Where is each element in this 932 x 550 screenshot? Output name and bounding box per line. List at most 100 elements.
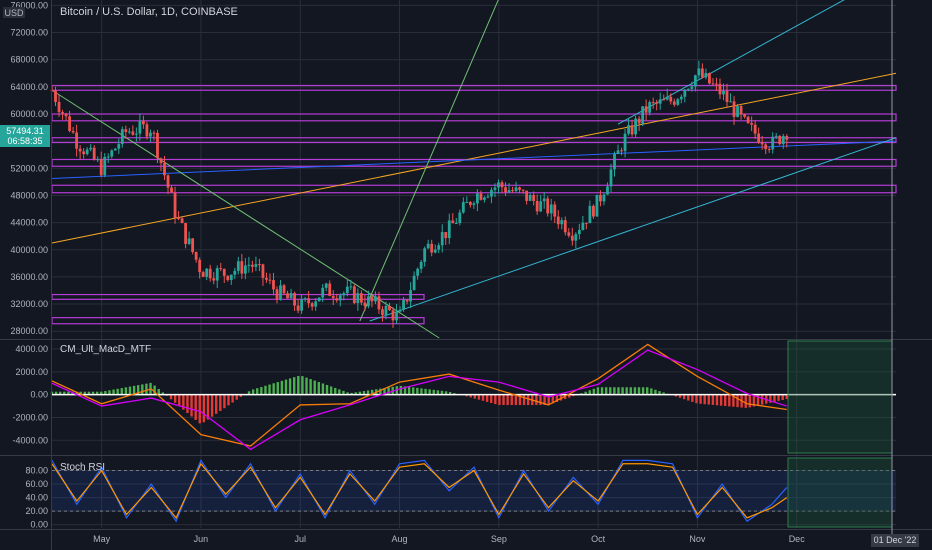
candle-body — [465, 202, 469, 204]
macd-histogram-bar — [247, 391, 251, 395]
macd-histogram-bar — [379, 388, 382, 395]
candle-body — [307, 298, 311, 304]
macd-histogram-bar — [342, 390, 345, 395]
macd-histogram-bar — [629, 387, 632, 395]
candle-body — [472, 203, 476, 205]
macd-histogram-bar — [641, 387, 645, 395]
price-y-tick-label: 52000.00 — [10, 163, 48, 173]
candle-body — [641, 106, 645, 124]
green-ascending-line — [359, 0, 499, 322]
macd-histogram-bar — [227, 394, 230, 406]
macd-histogram-bar — [370, 389, 374, 395]
macd-histogram-bar — [403, 386, 407, 395]
candle-body — [563, 220, 567, 233]
x-tick-label: Sep — [491, 534, 507, 544]
macd-histogram-bar — [744, 394, 747, 408]
macd-histogram-bar — [526, 394, 530, 406]
candle-body — [729, 101, 732, 103]
macd-histogram-bar — [83, 391, 87, 395]
currency-badge[interactable] — [3, 7, 25, 18]
macd-histogram-bar — [715, 394, 719, 406]
candle-body — [518, 187, 521, 190]
candle-body — [451, 220, 455, 224]
macd-histogram-bar — [732, 394, 735, 407]
candle-body — [535, 200, 539, 212]
macd-histogram-bar — [518, 394, 522, 406]
candle-body — [205, 268, 209, 277]
candle-body — [61, 112, 64, 114]
macd-histogram-bar — [424, 388, 427, 395]
candle-body — [592, 205, 595, 217]
macd-histogram-bar — [498, 394, 501, 406]
price-y-tick-label: 36000.00 — [10, 272, 48, 282]
candle-body — [184, 223, 187, 244]
candle-body — [486, 196, 490, 198]
candle-body — [289, 293, 293, 299]
price-badge-value: 57494.31 — [6, 126, 44, 136]
candle-body — [82, 151, 86, 155]
candle-body — [405, 299, 409, 302]
macd-histogram-bar — [617, 387, 620, 395]
macd-histogram-bar — [292, 377, 296, 395]
candle-body — [574, 234, 578, 241]
macd-histogram-bar — [502, 394, 505, 406]
candle-body — [180, 218, 184, 224]
candle-body — [444, 232, 448, 239]
macd-histogram-bar — [535, 394, 538, 406]
candle-body — [778, 135, 782, 145]
candle-body — [194, 252, 198, 260]
macd-y-tick-label: 4000.00 — [15, 344, 48, 354]
macd-histogram-bar — [584, 391, 587, 395]
macd-histogram-bar — [346, 392, 349, 395]
candle-body — [282, 285, 286, 294]
candle-body — [219, 268, 223, 270]
candle-body — [300, 299, 304, 311]
macd-histogram-bar — [137, 385, 140, 395]
macd-histogram-bar — [59, 391, 62, 395]
candle-body — [367, 296, 370, 307]
candle-body — [556, 216, 560, 225]
candle-body — [437, 245, 441, 250]
price-y-tick-label: 28000.00 — [10, 326, 48, 336]
candle-body — [258, 264, 261, 266]
candle-body — [440, 232, 444, 246]
candle-body — [514, 187, 518, 191]
price-y-tick-label: 60000.00 — [10, 109, 48, 119]
candle-body — [584, 222, 588, 224]
price-y-tick-label: 72000.00 — [10, 28, 48, 38]
macd-histogram-bar — [444, 391, 448, 395]
candle-body — [113, 148, 117, 151]
macd-histogram-bar — [432, 389, 435, 395]
candle-body — [356, 293, 360, 304]
candle-body — [64, 113, 68, 117]
macd-histogram-bar — [383, 387, 386, 395]
candle-body — [665, 96, 669, 100]
macd-histogram-bar — [169, 394, 173, 400]
candle-body — [771, 136, 775, 150]
macd-histogram-bar — [609, 387, 612, 395]
candle-body — [613, 153, 616, 170]
macd-histogram-bar — [387, 387, 390, 395]
candle-body — [697, 68, 701, 76]
macd-histogram-bar — [309, 379, 312, 395]
price-candles — [50, 60, 789, 328]
macd-histogram-bar — [173, 394, 177, 403]
stoch-title: Stoch RSI — [60, 462, 105, 473]
macd-histogram-bar — [568, 394, 571, 398]
price-badge-countdown: 06:58:35 — [7, 136, 42, 146]
macd-histogram-bar — [785, 394, 788, 400]
candle-body — [490, 189, 493, 197]
candle-body — [314, 301, 318, 307]
candle-body — [363, 302, 367, 307]
date-badge — [871, 534, 919, 547]
candle-body — [528, 195, 532, 201]
macd-histogram-bar — [112, 389, 115, 395]
candle-body — [412, 275, 416, 291]
macd-histogram-bar — [633, 387, 637, 395]
macd-histogram-bar — [477, 394, 481, 400]
candle-body — [676, 99, 680, 105]
macd-histogram-bar — [132, 385, 136, 395]
channel-lower-line — [369, 137, 897, 322]
candle-body — [521, 189, 525, 191]
candle-body — [331, 296, 335, 299]
